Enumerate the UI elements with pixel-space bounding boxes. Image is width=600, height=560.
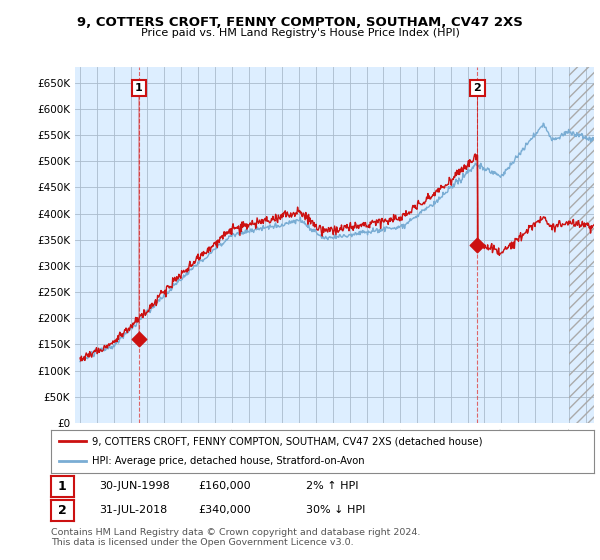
Text: 9, COTTERS CROFT, FENNY COMPTON, SOUTHAM, CV47 2XS (detached house): 9, COTTERS CROFT, FENNY COMPTON, SOUTHAM… [92, 436, 482, 446]
Text: Contains HM Land Registry data © Crown copyright and database right 2024.
This d: Contains HM Land Registry data © Crown c… [51, 528, 421, 547]
Point [134, 335, 144, 344]
Text: 9, COTTERS CROFT, FENNY COMPTON, SOUTHAM, CV47 2XS: 9, COTTERS CROFT, FENNY COMPTON, SOUTHAM… [77, 16, 523, 29]
Text: 30-JUN-1998: 30-JUN-1998 [99, 481, 170, 491]
Bar [569, 67, 594, 423]
Text: 30% ↓ HPI: 30% ↓ HPI [306, 505, 365, 515]
Text: 31-JUL-2018: 31-JUL-2018 [99, 505, 167, 515]
Text: £160,000: £160,000 [198, 481, 251, 491]
Text: 1: 1 [58, 480, 67, 493]
Text: 2: 2 [473, 83, 481, 93]
Point [473, 241, 482, 250]
Text: £340,000: £340,000 [198, 505, 251, 515]
Text: 2: 2 [58, 503, 67, 517]
Text: 2% ↑ HPI: 2% ↑ HPI [306, 481, 359, 491]
Text: HPI: Average price, detached house, Stratford-on-Avon: HPI: Average price, detached house, Stra… [92, 456, 364, 466]
Text: Price paid vs. HM Land Registry's House Price Index (HPI): Price paid vs. HM Land Registry's House … [140, 28, 460, 38]
Text: 1: 1 [135, 83, 143, 93]
Bar [569, 67, 594, 423]
